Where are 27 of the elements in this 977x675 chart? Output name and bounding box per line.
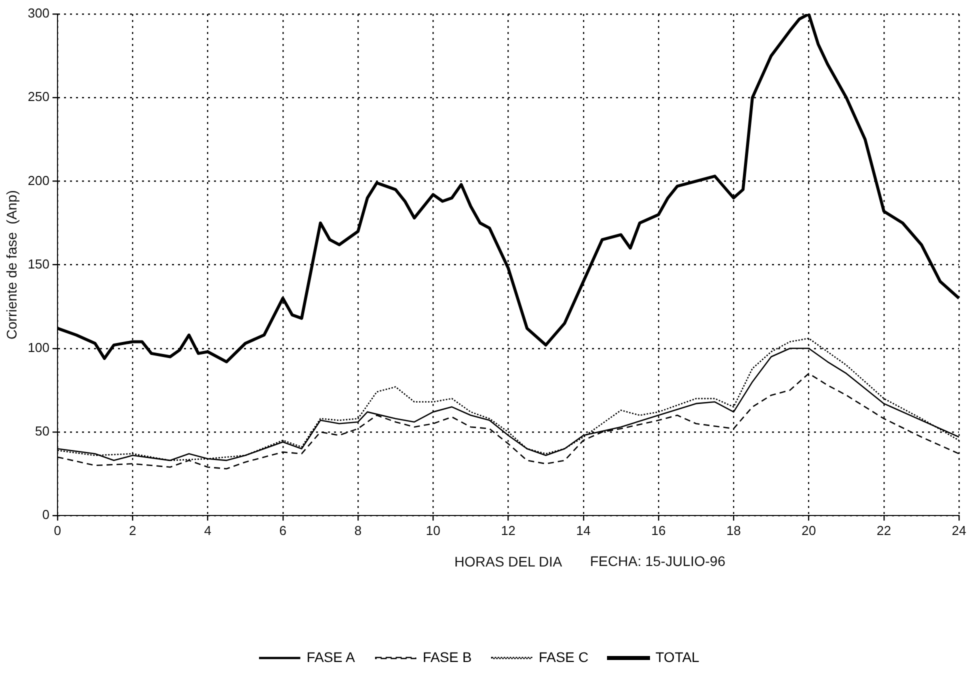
x-tick-label: 4: [204, 522, 212, 538]
x-tick-label: 18: [726, 522, 741, 538]
x-tick-label: 14: [576, 522, 591, 538]
legend-label: FASE A: [306, 648, 356, 665]
y-tick-label: 200: [28, 172, 50, 188]
y-tick-label: 100: [28, 340, 50, 355]
x-tick-label: 0: [54, 522, 62, 538]
y-tick-label: 300: [28, 6, 50, 21]
y-tick-label: 250: [28, 89, 50, 104]
x-tick-label: 16: [651, 522, 666, 538]
y-tick-label: 150: [28, 256, 50, 272]
x-tick-label: 22: [876, 522, 892, 538]
y-tick-label: 50: [35, 424, 50, 439]
x-tick-label: 20: [802, 522, 816, 538]
x-axis-title: HORAS DEL DIA: [454, 553, 563, 570]
legend-label: FASE B: [422, 648, 472, 665]
x-tick-label: 8: [354, 522, 362, 538]
y-tick-label: 0: [42, 507, 50, 522]
x-tick-label: 6: [279, 522, 286, 538]
legend-label: FASE C: [538, 648, 589, 665]
text: FECHA: 15-JULIO-96: [590, 553, 726, 569]
x-tick-label: 24: [952, 522, 966, 538]
x-tick-label: 2: [129, 522, 136, 538]
x-tick-label: 10: [426, 522, 440, 538]
y-axis-title: Corriente de fase (Anp): [3, 190, 20, 340]
x-tick-label: 12: [501, 522, 516, 538]
legend-label: TOTAL: [656, 648, 700, 665]
